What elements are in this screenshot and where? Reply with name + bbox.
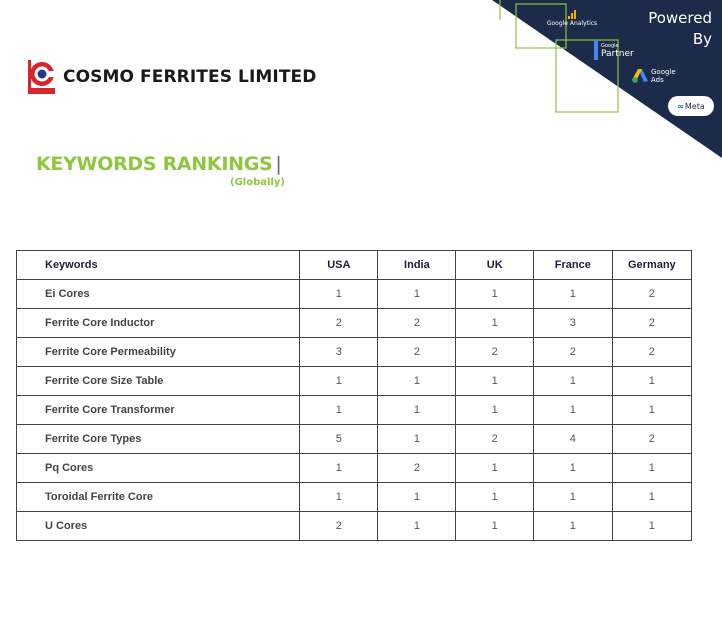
google-partner-badge: Google Partner	[594, 40, 634, 60]
rank-cell: 4	[533, 424, 613, 454]
keyword-cell: Ferrite Core Inductor	[15, 308, 301, 338]
table-header-row: Keywords USA India UK France Germany	[15, 250, 693, 280]
column-header: USA	[299, 250, 379, 280]
meta-label: Meta	[684, 101, 705, 111]
rank-cell: 1	[377, 395, 457, 425]
rank-cell: 1	[455, 511, 535, 541]
google-ads-icon	[632, 69, 648, 83]
table-row: Ferrite Core Permeability 3 2 2 2 2	[15, 337, 693, 367]
rank-cell: 2	[377, 337, 457, 367]
google-analytics-badge: Google Analytics	[544, 10, 600, 27]
rank-cell: 1	[533, 366, 613, 396]
google-ads-badge: Google Ads	[632, 68, 676, 84]
rank-cell: 1	[377, 511, 457, 541]
rank-cell: 2	[455, 337, 535, 367]
rank-cell: 3	[533, 308, 613, 338]
column-header: Germany	[611, 250, 693, 280]
powered-label-line1: Powered	[648, 9, 712, 27]
keyword-cell: Ei Cores	[15, 279, 301, 309]
powered-by-label: Powered By	[648, 8, 712, 50]
keywords-rankings-title: KEYWORDS RANKINGS	[36, 153, 273, 175]
rank-cell: 1	[377, 279, 457, 309]
keyword-cell: Ferrite Core Types	[15, 424, 301, 454]
rank-cell: 2	[611, 337, 693, 367]
google-ads-label-line1: Google	[651, 68, 676, 76]
table-row: Ei Cores 1 1 1 1 2	[15, 279, 693, 309]
rank-cell: 1	[533, 482, 613, 512]
table-row: Pq Cores 1 2 1 1 1	[15, 453, 693, 483]
rank-cell: 1	[455, 279, 535, 309]
rank-cell: 1	[299, 453, 379, 483]
rank-cell: 1	[611, 482, 693, 512]
rank-cell: 2	[611, 308, 693, 338]
rank-cell: 1	[455, 308, 535, 338]
google-partner-icon	[594, 40, 598, 60]
keyword-cell: Toroidal Ferrite Core	[15, 482, 301, 512]
rank-cell: 1	[455, 482, 535, 512]
rank-cell: 1	[377, 424, 457, 454]
column-header: India	[377, 250, 457, 280]
company-logo: COSMO FERRITES LIMITED	[28, 60, 316, 94]
table-row: Ferrite Core Inductor 2 2 1 3 2	[15, 308, 693, 338]
keyword-cell: Ferrite Core Size Table	[15, 366, 301, 396]
rank-cell: 1	[299, 366, 379, 396]
cosmo-ferrites-logo-icon	[28, 60, 55, 94]
rank-cell: 1	[611, 366, 693, 396]
keyword-cell: Pq Cores	[15, 453, 301, 483]
column-header: UK	[455, 250, 535, 280]
table-row: U Cores 2 1 1 1 1	[15, 511, 693, 541]
rank-cell: 1	[533, 453, 613, 483]
rank-cell: 1	[299, 482, 379, 512]
rank-cell: 2	[455, 424, 535, 454]
rank-cell: 2	[377, 308, 457, 338]
company-name: COSMO FERRITES LIMITED	[63, 67, 317, 87]
rank-cell: 1	[533, 511, 613, 541]
section-title: KEYWORDS RANKINGS |	[36, 153, 282, 175]
keyword-cell: U Cores	[15, 511, 301, 541]
meta-infinity-icon: ∞	[677, 101, 684, 111]
rank-cell: 5	[299, 424, 379, 454]
rank-cell: 1	[455, 366, 535, 396]
google-partner-label: Partner	[601, 49, 634, 59]
rank-cell: 1	[455, 395, 535, 425]
google-ads-label-line2: Ads	[651, 76, 664, 84]
rank-cell: 2	[611, 424, 693, 454]
rank-cell: 1	[377, 366, 457, 396]
rank-cell: 2	[299, 308, 379, 338]
column-header: Keywords	[15, 250, 301, 280]
rank-cell: 1	[299, 395, 379, 425]
rank-cell: 1	[611, 511, 693, 541]
powered-by-panel	[492, 0, 722, 160]
section-subtitle: (Globally)	[230, 177, 285, 188]
rank-cell: 1	[533, 279, 613, 309]
powered-label-line2: By	[692, 30, 712, 48]
rank-cell: 2	[533, 337, 613, 367]
keyword-cell: Ferrite Core Permeability	[15, 337, 301, 367]
rank-cell: 3	[299, 337, 379, 367]
rank-cell: 2	[611, 279, 693, 309]
rank-cell: 1	[377, 482, 457, 512]
table-row: Toroidal Ferrite Core 1 1 1 1 1	[15, 482, 693, 512]
rank-cell: 1	[299, 279, 379, 309]
rank-cell: 2	[299, 511, 379, 541]
rank-cell: 1	[455, 453, 535, 483]
rank-cell: 2	[377, 453, 457, 483]
meta-badge: ∞ Meta	[668, 96, 714, 116]
google-analytics-label: Google Analytics	[546, 20, 598, 27]
rank-cell: 1	[533, 395, 613, 425]
google-partner-small-label: Google	[601, 43, 619, 49]
keyword-rankings-table: Keywords USA India UK France Germany Ei Cores…	[15, 250, 693, 541]
column-header: France	[533, 250, 613, 280]
title-separator: |	[275, 153, 282, 175]
rank-cell: 1	[611, 395, 693, 425]
table-row: Ferrite Core Transformer 1 1 1 1 1	[15, 395, 693, 425]
table-row: Ferrite Core Size Table 1 1 1 1 1	[15, 366, 693, 396]
keyword-cell: Ferrite Core Transformer	[15, 395, 301, 425]
rank-cell: 1	[611, 453, 693, 483]
table-row: Ferrite Core Types 5 1 2 4 2	[15, 424, 693, 454]
google-analytics-icon	[544, 10, 600, 19]
